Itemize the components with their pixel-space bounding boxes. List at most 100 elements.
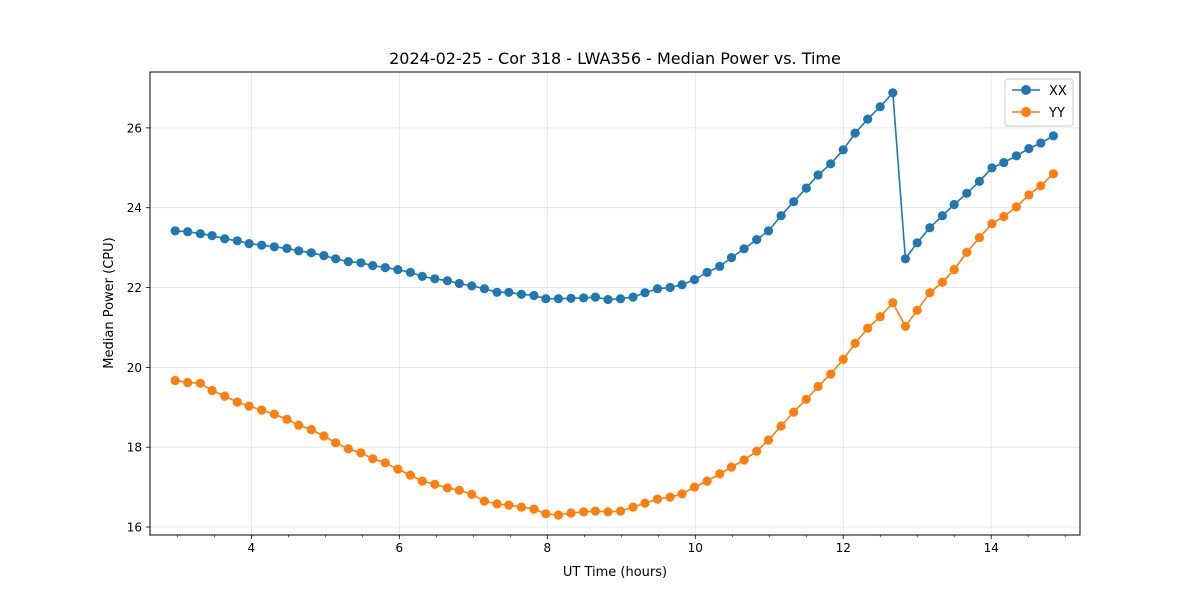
data-point-xx: [752, 235, 762, 245]
data-point-xx: [207, 231, 217, 241]
data-point-xx: [726, 253, 737, 263]
data-point-yy: [838, 354, 848, 364]
data-point-xx: [430, 274, 440, 284]
data-point-yy: [949, 265, 959, 275]
data-point-xx: [504, 287, 514, 297]
x-tick-label: 4: [248, 541, 256, 555]
data-point-yy: [999, 211, 1009, 222]
data-point-xx: [850, 128, 860, 138]
series-line-yy: [175, 173, 1054, 516]
data-point-yy: [232, 397, 242, 407]
data-point-xx: [1048, 131, 1058, 141]
data-point-xx: [715, 261, 725, 271]
data-point-xx: [566, 293, 576, 303]
data-point-xx: [331, 254, 341, 264]
data-point-yy: [207, 385, 217, 396]
data-point-yy: [739, 455, 749, 465]
y-tick-label: 18: [127, 441, 142, 455]
data-point-xx: [937, 211, 948, 221]
data-point-xx: [244, 239, 254, 249]
data-point-yy: [925, 288, 935, 298]
data-point-yy: [492, 499, 502, 509]
data-point-yy: [801, 394, 811, 404]
data-point-yy: [257, 405, 267, 415]
data-point-yy: [294, 420, 304, 430]
data-point-xx: [615, 294, 626, 304]
data-point-yy: [430, 479, 440, 489]
data-point-xx: [282, 243, 292, 253]
data-point-yy: [813, 381, 823, 392]
x-tick-label: 6: [396, 541, 404, 555]
data-point-yy: [590, 506, 601, 516]
data-point-xx: [875, 102, 885, 112]
data-point-yy: [529, 504, 539, 514]
y-tick-label: 26: [127, 121, 142, 135]
data-point-yy: [628, 502, 638, 512]
data-point-yy: [269, 409, 279, 419]
x-tick-label: 14: [984, 541, 999, 555]
data-point-xx: [900, 254, 911, 264]
data-point-xx: [925, 223, 935, 233]
data-point-xx: [838, 145, 848, 155]
x-tick-label: 8: [543, 541, 551, 555]
y-tick-label: 16: [127, 521, 142, 535]
data-point-yy: [826, 369, 836, 379]
data-point-xx: [763, 226, 774, 236]
grid: [150, 72, 1080, 535]
data-point-yy: [244, 401, 254, 411]
data-point-yy: [405, 470, 415, 480]
legend-marker-yy: [1021, 107, 1031, 117]
data-point-xx: [393, 265, 403, 275]
data-point-yy: [1011, 202, 1022, 212]
series-line-xx: [175, 92, 1054, 301]
data-point-xx: [628, 292, 638, 302]
data-point-yy: [702, 476, 712, 486]
y-tick-label: 24: [127, 201, 142, 215]
data-point-xx: [603, 294, 613, 305]
data-point-xx: [356, 258, 366, 268]
data-point-xx: [888, 88, 898, 98]
data-point-xx: [987, 163, 997, 173]
data-point-yy: [220, 391, 230, 401]
data-point-yy: [652, 494, 663, 504]
data-point-yy: [850, 338, 860, 348]
data-point-yy: [553, 510, 564, 520]
data-point-yy: [912, 305, 922, 315]
data-point-xx: [949, 199, 959, 210]
data-point-xx: [962, 188, 972, 198]
data-point-xx: [195, 229, 205, 239]
data-point-yy: [677, 489, 687, 499]
data-point-xx: [826, 159, 836, 169]
data-point-yy: [776, 421, 786, 431]
data-point-yy: [615, 506, 626, 516]
data-point-yy: [467, 489, 477, 499]
data-point-xx: [417, 271, 427, 281]
data-point-xx: [553, 294, 564, 304]
data-point-yy: [863, 323, 873, 333]
legend-marker-xx: [1021, 85, 1031, 95]
data-point-xx: [257, 240, 267, 250]
data-point-yy: [579, 507, 589, 517]
data-point-xx: [1036, 138, 1046, 148]
data-point-yy: [504, 500, 514, 510]
data-point-yy: [170, 375, 180, 386]
data-point-yy: [343, 444, 353, 454]
y-axis-label: Median Power (CPU): [102, 237, 117, 368]
data-point-yy: [1048, 169, 1058, 179]
data-point-yy: [726, 462, 737, 472]
data-point-xx: [739, 244, 749, 254]
data-point-xx: [479, 284, 489, 294]
data-point-yy: [1024, 190, 1034, 200]
data-point-xx: [801, 183, 811, 193]
data-point-yy: [715, 469, 725, 479]
data-point-yy: [566, 508, 576, 518]
data-point-xx: [789, 197, 799, 207]
data-point-xx: [294, 246, 304, 256]
data-point-yy: [380, 458, 390, 468]
data-point-yy: [454, 485, 464, 495]
data-point-yy: [888, 298, 898, 308]
data-point-yy: [356, 448, 366, 458]
x-axis-label: UT Time (hours): [563, 565, 667, 580]
legend-label-xx: XX: [1049, 84, 1067, 99]
data-point-xx: [170, 226, 180, 236]
